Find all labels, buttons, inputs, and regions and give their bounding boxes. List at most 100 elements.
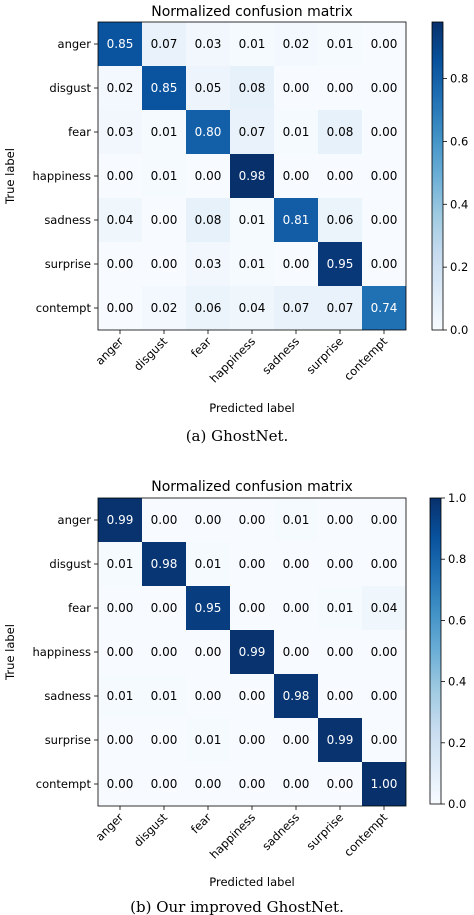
heatmap-cell [362, 674, 406, 718]
cell-value-label: 0.00 [327, 81, 354, 95]
heatmap-cell [318, 22, 362, 66]
heatmap-cell [230, 542, 274, 586]
cell-value-label: 0.98 [239, 169, 266, 183]
cell-value-label: 0.01 [151, 689, 178, 703]
cell-value-label: 0.01 [283, 125, 310, 139]
x-tick-label: sadness [259, 810, 302, 853]
colorbar-tick-label: 0.2 [450, 260, 468, 274]
heatmap-cell [98, 198, 142, 242]
cell-value-label: 0.00 [327, 645, 354, 659]
cell-value-label: 0.01 [239, 37, 266, 51]
colorbar-tick-label: 0.4 [450, 197, 468, 211]
colorbar-tick-label: 1.0 [448, 491, 466, 505]
heatmap-cell [362, 66, 406, 110]
x-tick-label: anger [93, 810, 127, 844]
heatmap-cell [186, 674, 230, 718]
heatmap-cell [186, 242, 230, 286]
cell-value-label: 0.01 [151, 125, 178, 139]
colorbar-tick-label: 0.0 [450, 323, 468, 337]
y-axis-label: True label [3, 148, 17, 205]
cell-value-label: 0.01 [239, 213, 266, 227]
cell-value-label: 0.85 [107, 37, 134, 51]
heatmap-cell [186, 498, 230, 542]
cell-value-label: 0.85 [151, 81, 178, 95]
y-tick-label: surprise [45, 733, 91, 747]
heatmap-cell [274, 286, 318, 330]
cell-value-label: 0.01 [107, 557, 134, 571]
heatmap-cell [230, 586, 274, 630]
cell-value-label: 0.08 [327, 125, 354, 139]
cell-value-label: 0.06 [327, 213, 354, 227]
heatmap-cell [230, 674, 274, 718]
cell-value-label: 0.00 [283, 777, 310, 791]
y-tick-label: fear [68, 601, 91, 615]
heatmap-cell [318, 242, 362, 286]
heatmap-cell [230, 242, 274, 286]
y-tick-label: surprise [45, 257, 91, 271]
heatmap-cell [186, 286, 230, 330]
heatmap-cell [318, 198, 362, 242]
cell-value-label: 0.00 [195, 645, 222, 659]
cell-value-label: 1.00 [371, 777, 398, 791]
heatmap-cell [318, 110, 362, 154]
cell-value-label: 0.04 [371, 601, 398, 615]
cell-value-label: 0.01 [239, 257, 266, 271]
x-tick-label: surprise [303, 334, 346, 377]
heatmap-cell [274, 718, 318, 762]
heatmap-cell [186, 66, 230, 110]
heatmap-cell [142, 762, 186, 806]
heatmap-cell [142, 674, 186, 718]
heatmap-cell [186, 718, 230, 762]
heatmap-cell [230, 22, 274, 66]
cell-value-label: 0.99 [239, 645, 266, 659]
cell-value-label: 0.00 [107, 257, 134, 271]
cell-value-label: 0.95 [195, 601, 222, 615]
heatmap-cell [362, 110, 406, 154]
heatmap-cell [186, 630, 230, 674]
cell-value-label: 0.00 [283, 257, 310, 271]
heatmap-cell [186, 762, 230, 806]
colorbar [431, 21, 444, 331]
cell-value-label: 0.00 [371, 37, 398, 51]
cell-value-label: 0.00 [239, 689, 266, 703]
cell-value-label: 0.81 [283, 213, 310, 227]
y-tick-label: disgust [49, 81, 91, 95]
cell-value-label: 0.00 [371, 689, 398, 703]
heatmap-cell [318, 542, 362, 586]
x-tick-label: sadness [259, 334, 302, 377]
heatmap-cell [142, 718, 186, 762]
cell-value-label: 0.05 [195, 81, 222, 95]
x-tick-label: disgust [131, 334, 171, 374]
heatmap-cell [274, 630, 318, 674]
cell-value-label: 0.00 [151, 777, 178, 791]
heatmap-cell [98, 586, 142, 630]
heatmap-cell [186, 110, 230, 154]
heatmap-cell [362, 542, 406, 586]
cell-value-label: 0.02 [107, 81, 134, 95]
heatmap-cell [274, 154, 318, 198]
heatmap-cell [274, 542, 318, 586]
cell-value-label: 0.00 [283, 645, 310, 659]
cell-value-label: 0.00 [107, 645, 134, 659]
cell-value-label: 0.80 [195, 125, 222, 139]
heatmap-cell [230, 498, 274, 542]
heatmap-cell [186, 22, 230, 66]
cell-value-label: 0.07 [327, 301, 354, 315]
cell-value-label: 0.00 [371, 733, 398, 747]
y-tick-label: contempt [36, 301, 92, 315]
cell-value-label: 0.00 [239, 557, 266, 571]
y-axis-label: True label [3, 624, 17, 681]
heatmap-cell [362, 586, 406, 630]
y-tick-label: anger [58, 513, 92, 527]
heatmap-cell [186, 586, 230, 630]
heatmap-cell [230, 154, 274, 198]
heatmap-cell [362, 630, 406, 674]
heatmap-cell [318, 762, 362, 806]
heatmap-cell [362, 242, 406, 286]
cell-value-label: 0.04 [107, 213, 134, 227]
heatmap-cell [142, 242, 186, 286]
cell-value-label: 0.01 [195, 557, 222, 571]
cell-value-label: 0.00 [107, 301, 134, 315]
cell-value-label: 0.00 [239, 777, 266, 791]
